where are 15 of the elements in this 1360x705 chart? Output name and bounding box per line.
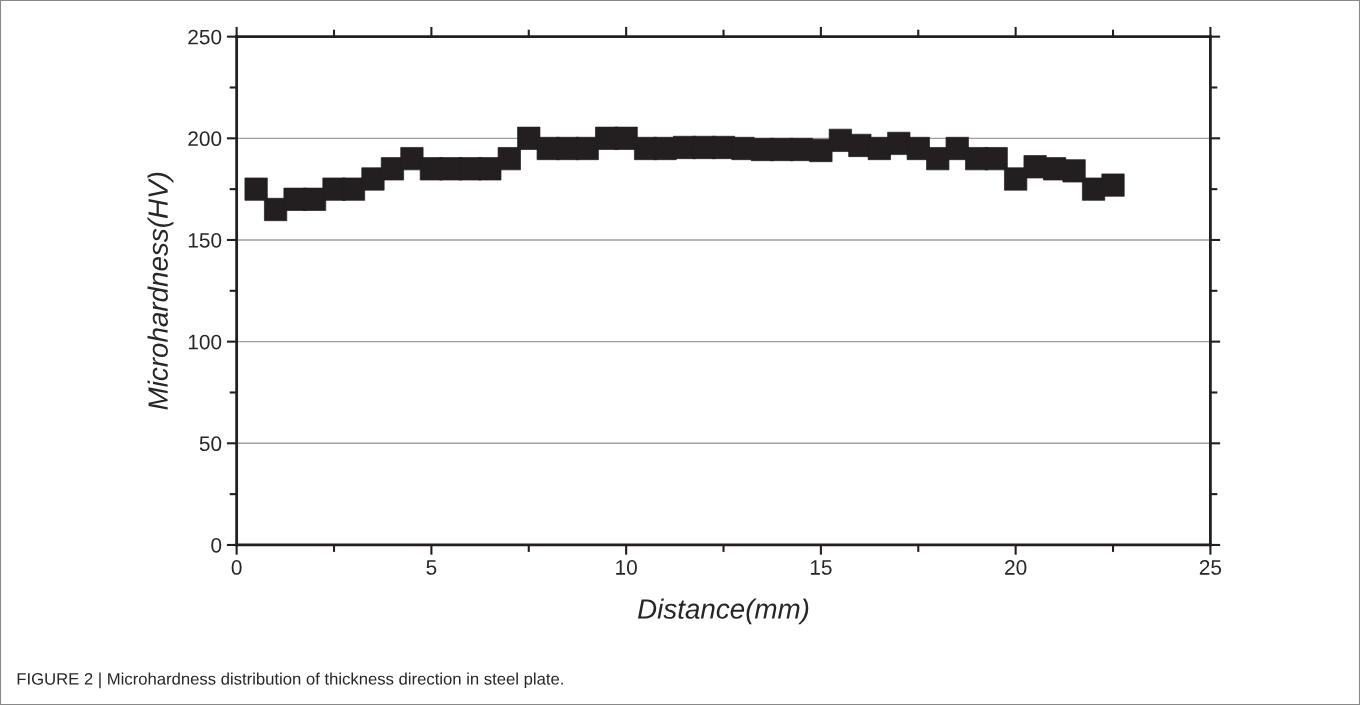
caption: FIGURE 2 | Microhardness distribution of thickness direction in steel plate. [17, 672, 563, 689]
x-axis-title: Distance(mm) [637, 598, 809, 625]
x-tick-label: 20 [1005, 560, 1027, 575]
x-tick-label: 0 [231, 560, 242, 575]
x-tick-label: 5 [426, 560, 437, 575]
y-tick-label: 150 [188, 232, 222, 248]
y-axis-title: Microhardness(HV) [147, 172, 174, 410]
y-tick-label: 200 [188, 131, 222, 147]
y-tick-label: 100 [188, 334, 222, 350]
y-tick-label: 250 [188, 29, 222, 45]
y-tick-label: 0 [211, 537, 222, 553]
x-tick-label: 10 [616, 560, 637, 575]
y-tick-label: 50 [199, 436, 222, 452]
x-tick-label: 15 [810, 560, 832, 575]
x-tick-label: 25 [1199, 560, 1222, 575]
